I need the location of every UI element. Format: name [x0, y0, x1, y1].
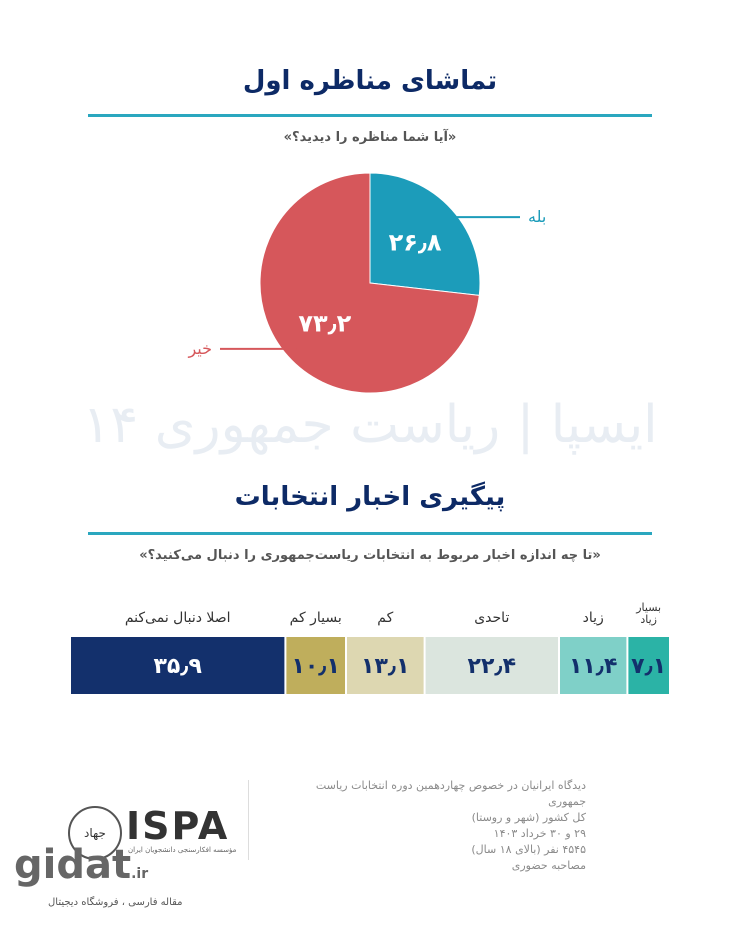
- footer-line: کل کشور (شهر و روستا): [471, 810, 586, 824]
- legend-label: بله: [528, 207, 546, 226]
- logo-badge: جهاد: [68, 806, 122, 860]
- segment-label: ۱۰٫۱: [291, 654, 340, 679]
- logo: ISPA: [126, 804, 230, 848]
- bar-segment: [286, 637, 345, 694]
- bar-segment: [628, 637, 669, 694]
- bar-chart: ۷٫۱ ۱۱٫۴ ۲۲٫۴ ۱۳٫۱ ۱۰٫۱ ۳۵٫۹ بسیار زیاد زیاد تا…: [0, 580, 740, 710]
- footer-line: ۴۵۴۵ نفر (بالای ۱۸ سال): [471, 842, 586, 856]
- slice-label: ۷۳٫۲: [298, 309, 351, 337]
- divider: [248, 780, 249, 860]
- bar-svg: ۷٫۱ ۱۱٫۴ ۲۲٫۴ ۱۳٫۱ ۱۰٫۱ ۳۵٫۹: [71, 637, 669, 694]
- category-label: اصلا دنبال نمی‌کنم: [124, 609, 231, 626]
- watermark: ایسپا | ریاست جمهوری ۱۴: [82, 395, 658, 455]
- site: gidat: [14, 842, 132, 888]
- bar-segment: [425, 637, 558, 694]
- bar-segment: [560, 637, 627, 694]
- segment-label: ۷٫۱: [631, 654, 666, 679]
- legend-label: خیر: [187, 339, 212, 359]
- category-label: زیاد: [582, 609, 604, 626]
- footer-line: مصاحبه حضوری: [511, 858, 586, 872]
- segment-label: ۳۵٫۹: [153, 654, 202, 679]
- title-rule: [88, 532, 652, 535]
- pie-subtitle: «آیا شما مناظره را دیدید؟»: [283, 130, 457, 145]
- pie-slice: [369, 172, 481, 296]
- category-label: کم: [377, 609, 394, 626]
- segment-label: ۱۳٫۱: [361, 654, 410, 679]
- segment-label: ۲۲٫۴: [468, 654, 517, 679]
- site-tld: .ir: [131, 866, 149, 882]
- segment-label: ۱۱٫۴: [569, 654, 618, 679]
- site-name: gidat.ir: [14, 842, 148, 888]
- category-label: تاحدی: [474, 609, 510, 626]
- footer-line: ۲۹ و ۳۰ خرداد ۱۴۰۳: [493, 826, 586, 840]
- slice-label: ۲۶٫۸: [389, 229, 442, 257]
- pie-title: تماشای مناظره اول: [242, 66, 498, 96]
- bar-segment: [71, 637, 285, 694]
- footer-notes: دیدگاه ایرانیان در خصوص چهاردهمین دوره ا…: [286, 778, 586, 874]
- bar-title: پیگیری اخبار انتخابات: [234, 482, 506, 512]
- footer-line: دیدگاه ایرانیان در خصوص چهاردهمین دوره ا…: [315, 779, 586, 808]
- site-caption: مقاله فارسی ، فروشگاه دیجیتال: [48, 897, 183, 908]
- logo-caption: مؤسسه افکارسنجی دانشجویان ایران: [128, 846, 237, 854]
- pie-chart: ۲۶٫۸ بله ۷۳٫۲ خیر: [187, 172, 546, 394]
- bar-subtitle: «تا چه اندازه اخبار مربوط به انتخابات ری…: [139, 548, 601, 563]
- category-label: بسیار زیاد: [636, 600, 662, 626]
- pie-slice: [259, 172, 480, 394]
- category-label: بسیار کم: [289, 609, 342, 626]
- bar-segment: [347, 637, 424, 694]
- title-rule: [88, 114, 652, 117]
